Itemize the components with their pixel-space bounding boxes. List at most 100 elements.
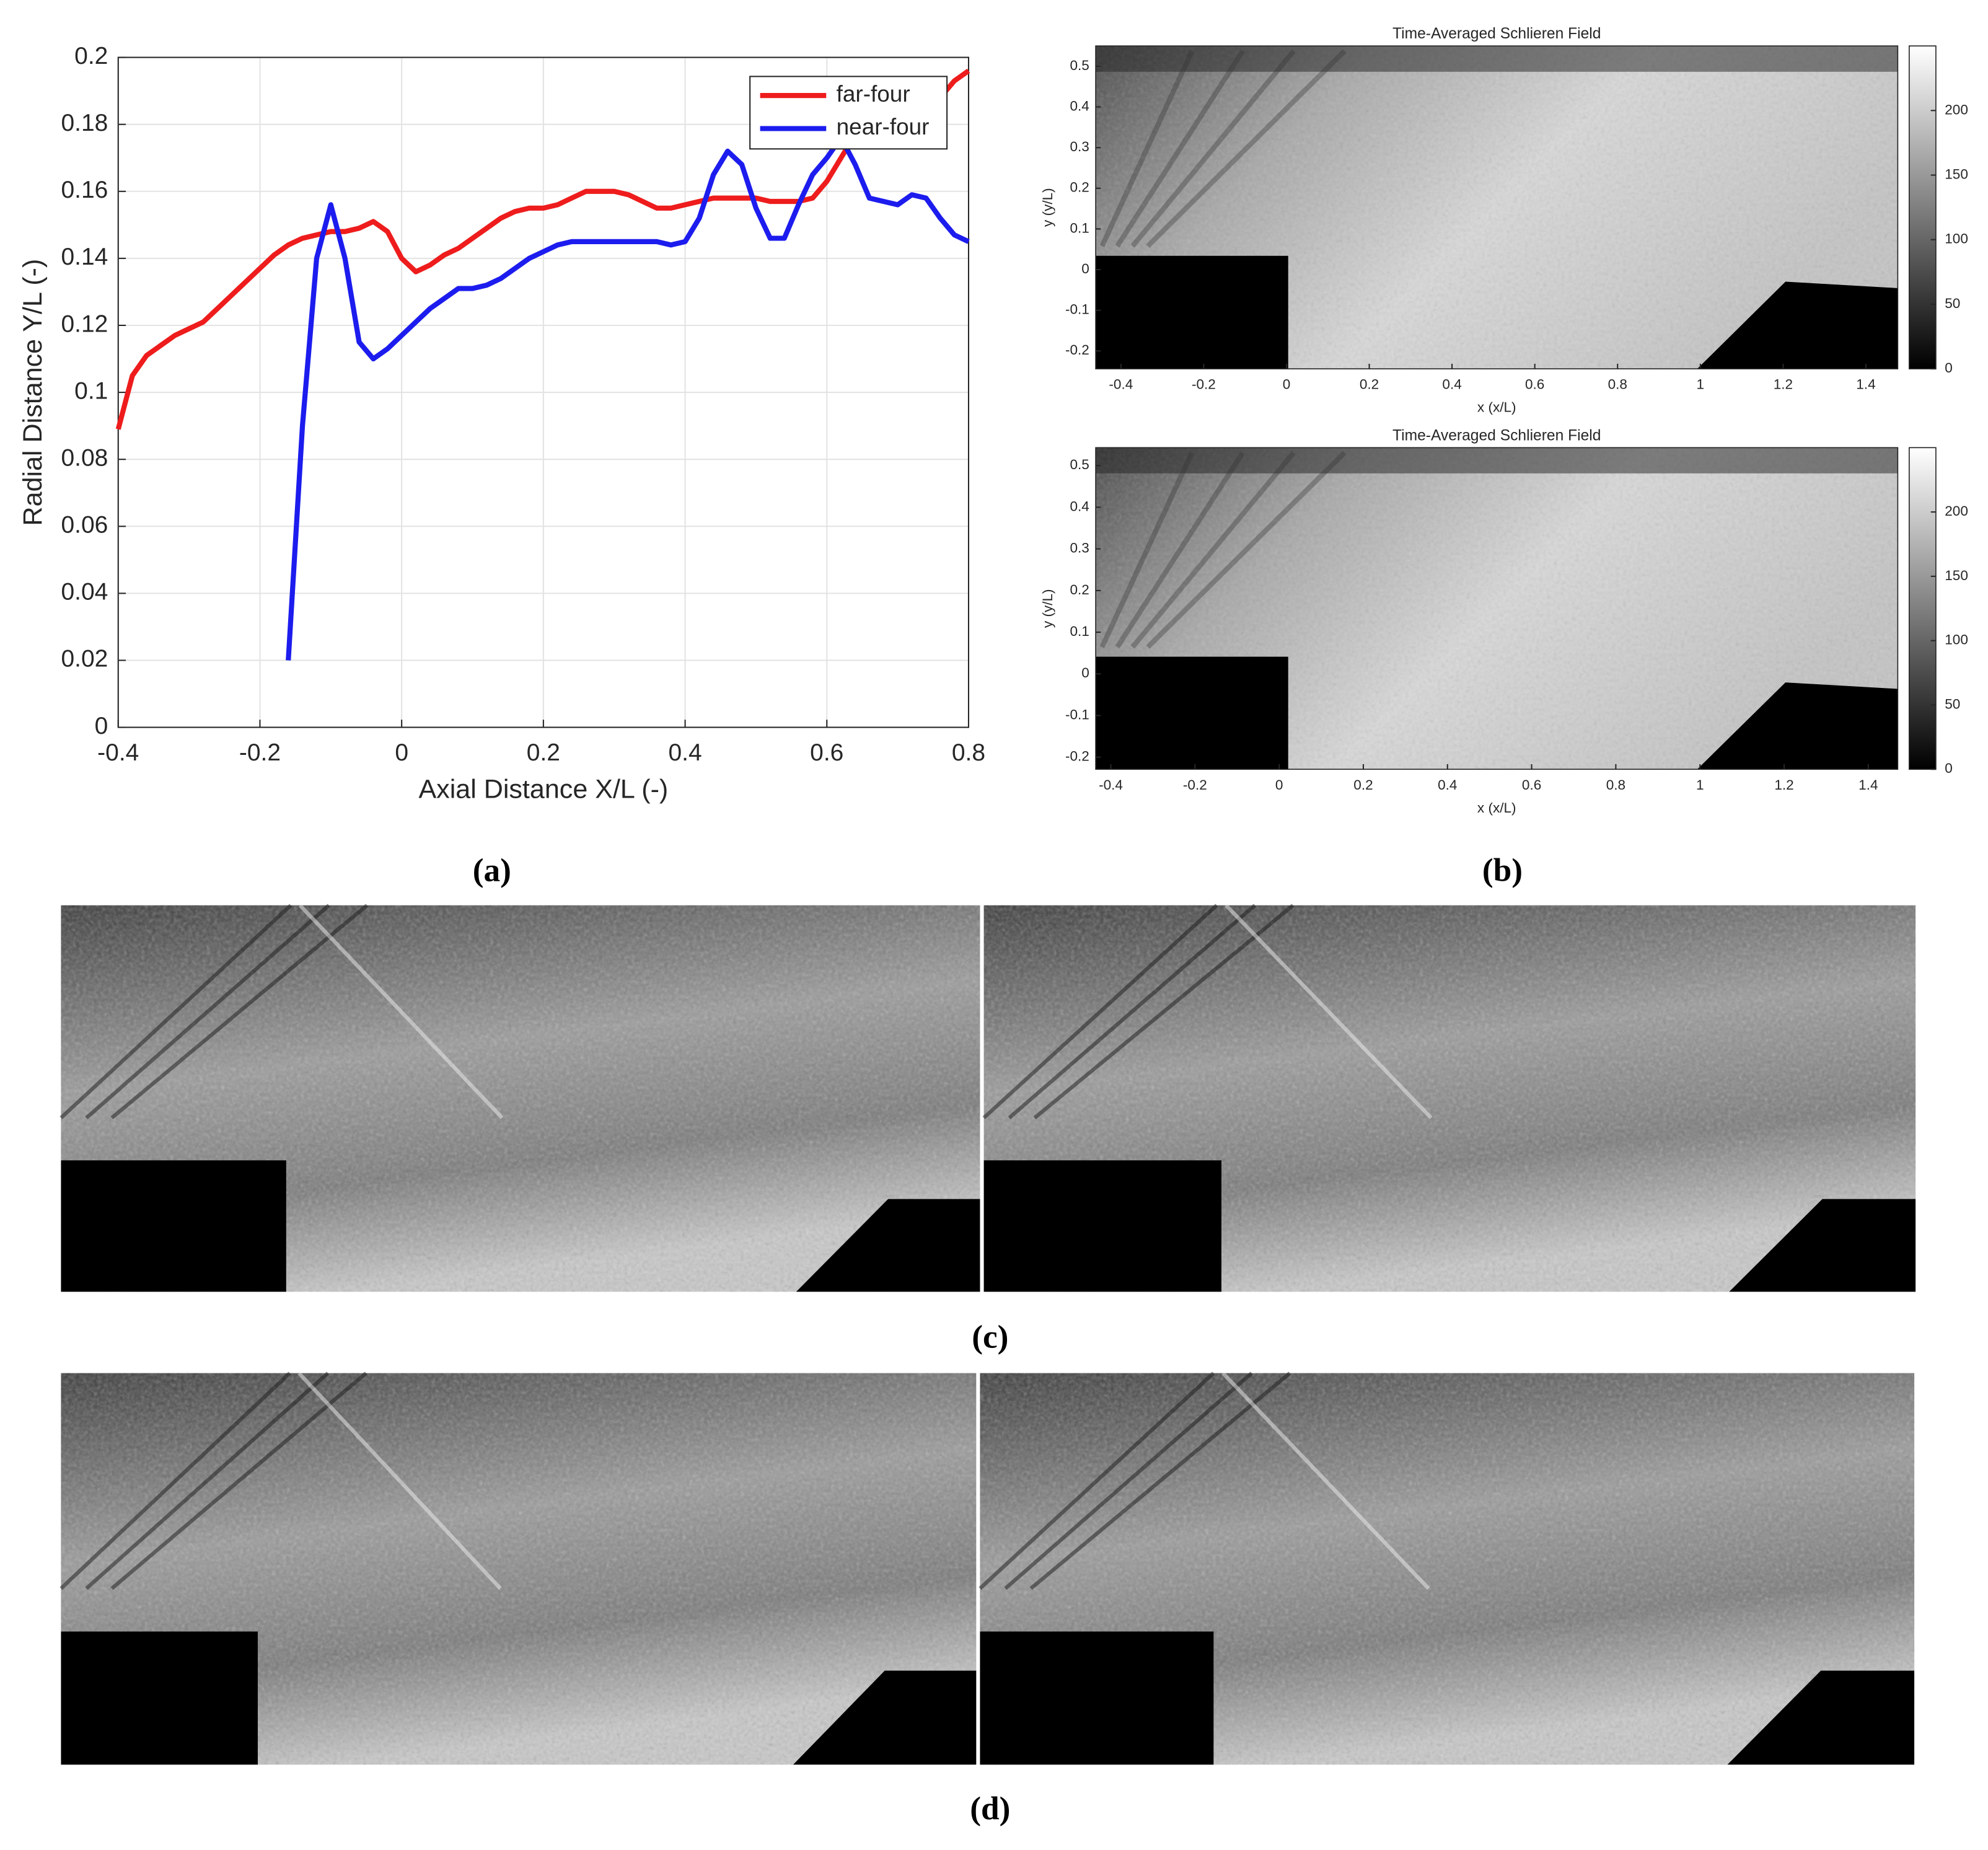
y-tick-label: 0.2 (1070, 582, 1089, 597)
y-axis-label: y (y/L) (1040, 589, 1055, 628)
colorbar-tick-label: 150 (1945, 166, 1968, 182)
y-tick-label: 0.08 (61, 444, 108, 471)
caption: (a) (473, 852, 511, 889)
step-block (1096, 255, 1288, 369)
y-tick-label: 0 (95, 713, 108, 739)
y-tick-label: 0.02 (61, 646, 108, 672)
y-tick-label: 0.18 (61, 110, 108, 136)
y-tick-label: 0.3 (1070, 540, 1089, 556)
y-tick-label: 0.1 (74, 377, 108, 404)
step-block (983, 1160, 1221, 1292)
shock-line (1099, 50, 1195, 247)
shock-line (1033, 904, 1295, 1120)
axes-box (1095, 447, 1899, 770)
y-axis-label: Radial Distance Y/L (-) (18, 259, 48, 526)
colorbar-tick-label: 200 (1945, 102, 1968, 117)
y-tick-label: 0.5 (1070, 457, 1089, 472)
x-tick-label: 0.8 (952, 739, 985, 766)
y-tick-label: 0.14 (61, 244, 108, 270)
y-tick-label: -0.2 (1065, 749, 1089, 764)
x-tick-label: 0.4 (668, 739, 702, 766)
axes-box (1095, 45, 1899, 369)
ramp-block (793, 1670, 977, 1765)
x-tick-label: 0.6 (1525, 377, 1544, 392)
shock-line (110, 904, 369, 1120)
y-tick-label: 0.5 (1070, 58, 1089, 73)
x-tick-label: 1 (1696, 777, 1704, 793)
legend-box (749, 76, 948, 150)
shock-line (1115, 451, 1245, 649)
chart-title: Time-Averaged Schlieren Field (1392, 427, 1601, 444)
ramp-block (1697, 682, 1898, 770)
step-block (61, 1160, 286, 1292)
x-tick-label: 0.6 (1522, 777, 1541, 793)
x-axis-label: x (x/L) (1477, 400, 1516, 415)
y-tick-label: 0.1 (1070, 220, 1089, 236)
x-tick-label: -0.4 (1109, 377, 1133, 392)
shock-line (1146, 451, 1347, 649)
caption: (d) (970, 1789, 1010, 1826)
shock-line (1146, 49, 1347, 249)
y-tick-label: 0.2 (1070, 180, 1089, 195)
x-tick-label: 0 (1283, 377, 1291, 392)
x-tick-label: 0.8 (1606, 777, 1625, 793)
ramp-block (1697, 281, 1898, 369)
caption: (b) (1482, 852, 1523, 889)
x-tick-label: -0.4 (1099, 777, 1123, 793)
y-tick-label: 0.3 (1070, 139, 1089, 154)
colorbar-tick-label: 50 (1945, 696, 1960, 711)
axes-box (117, 56, 970, 728)
colorbar-tick-label: 100 (1945, 231, 1968, 247)
x-tick-label: -0.2 (1192, 377, 1216, 392)
dark-top (1096, 447, 1898, 474)
colorbar-tick-label: 0 (1945, 760, 1953, 776)
shock-line (1008, 904, 1257, 1119)
colorbar-tick-label: 150 (1945, 568, 1968, 583)
shock-line (982, 904, 1218, 1119)
colorbar-tick-label: 100 (1945, 632, 1968, 648)
chart-title: Time-Averaged Schlieren Field (1392, 25, 1601, 42)
y-tick-label: 0.06 (61, 512, 108, 539)
y-tick-label: 0.12 (61, 311, 108, 337)
x-tick-label: -0.4 (97, 739, 139, 766)
shock-line (1225, 904, 1433, 1119)
shock-line (1130, 451, 1296, 649)
x-tick-label: 0 (395, 739, 408, 766)
ramp-block (796, 1199, 980, 1292)
y-tick-label: 0.04 (61, 579, 108, 606)
y-tick-label: -0.1 (1065, 707, 1089, 722)
colorbar (1909, 45, 1937, 369)
shock-line (979, 1372, 1215, 1590)
x-tick-label: 1.4 (1856, 377, 1875, 392)
x-tick-label: 0.2 (1353, 777, 1373, 793)
y-tick-label: 0.2 (74, 43, 108, 69)
x-tick-label: 0.6 (810, 739, 843, 766)
step-block (61, 1631, 258, 1765)
shock-line (1029, 1372, 1291, 1590)
colorbar-tick-label: 200 (1945, 503, 1968, 519)
legend-label: near-four (837, 114, 930, 139)
shock-line (1221, 1372, 1430, 1590)
x-tick-label: 0.4 (1442, 377, 1461, 392)
shock-line (85, 904, 330, 1119)
legend-label: far-four (837, 81, 910, 107)
x-tick-label: -0.2 (1183, 777, 1207, 793)
data-line (115, 68, 970, 430)
x-tick-label: -0.2 (239, 739, 281, 766)
shock-line (1004, 1372, 1253, 1590)
x-tick-label: 1.2 (1774, 377, 1793, 392)
shock-line (298, 904, 504, 1119)
x-tick-label: 0.2 (1360, 377, 1379, 392)
y-tick-label: -0.2 (1065, 342, 1089, 358)
x-axis-label: Axial Distance X/L (-) (418, 774, 668, 804)
step-block (1096, 656, 1288, 770)
shock-line (59, 904, 292, 1119)
caption: (c) (972, 1318, 1008, 1355)
data-line (286, 135, 970, 661)
colorbar-tick-label: 50 (1945, 296, 1960, 311)
colorbar (1909, 447, 1937, 770)
ramp-block (1729, 1199, 1916, 1292)
x-tick-label: 0.4 (1438, 777, 1457, 793)
shock-line (85, 1372, 330, 1590)
